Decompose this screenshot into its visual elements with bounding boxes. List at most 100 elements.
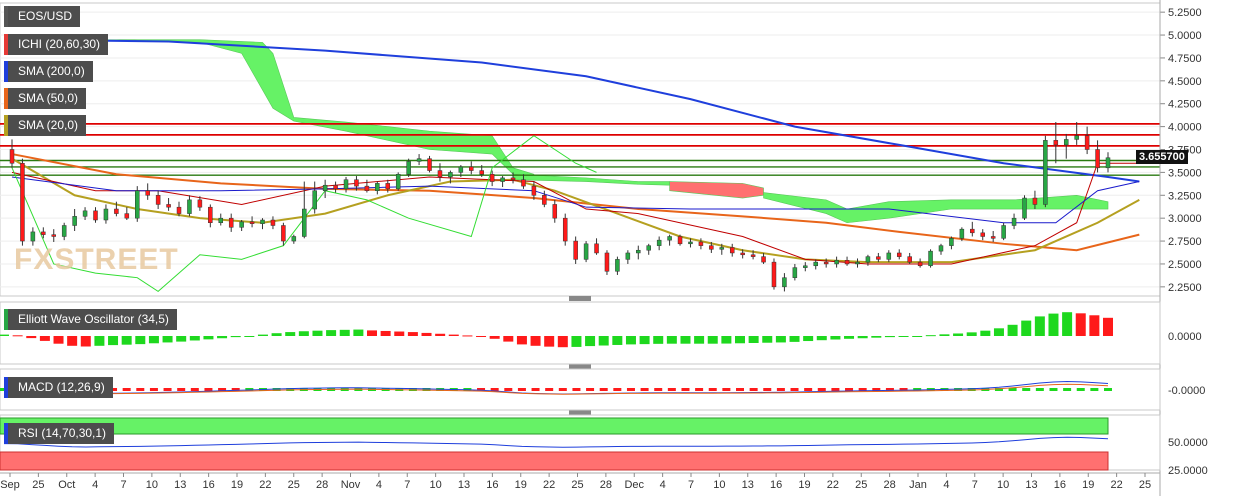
candle-body bbox=[625, 252, 631, 260]
ewo-bar bbox=[775, 336, 786, 343]
instrument-tag[interactable]: EOS/USD bbox=[4, 6, 81, 27]
candle-body bbox=[709, 245, 714, 250]
candle-body bbox=[552, 204, 558, 219]
macd-histogram-bar bbox=[122, 388, 131, 391]
candle-body bbox=[928, 250, 933, 267]
ichi-tag[interactable]: ICHI (20,60,30) bbox=[4, 34, 109, 55]
macd-histogram-bar bbox=[763, 388, 772, 391]
ewo-bar bbox=[803, 336, 814, 342]
price-tick-label: 4.2500 bbox=[1168, 99, 1202, 111]
candle bbox=[9, 139, 15, 168]
ewo-bar bbox=[421, 332, 432, 336]
candle-body bbox=[448, 172, 453, 178]
x-tick-label: Sep bbox=[0, 479, 20, 491]
candle bbox=[886, 250, 892, 263]
candle-body bbox=[1084, 135, 1090, 150]
fxstreet-logo: FXSTREET bbox=[14, 243, 179, 276]
candle-body bbox=[427, 158, 432, 171]
candle bbox=[719, 243, 725, 255]
ewo-bar bbox=[544, 336, 555, 347]
ewo-bar bbox=[148, 336, 159, 344]
candle-body bbox=[573, 240, 578, 260]
ewo-bar bbox=[612, 336, 623, 345]
candle-body bbox=[239, 221, 244, 228]
price-axis: 5.25005.00004.75004.50004.25004.00003.75… bbox=[569, 0, 1202, 496]
ewo-bar bbox=[80, 336, 91, 347]
x-tick-label: 28 bbox=[316, 479, 328, 491]
macd-histogram-bar bbox=[776, 388, 785, 391]
candle bbox=[688, 238, 693, 248]
candle-body bbox=[500, 177, 505, 182]
candle-body bbox=[458, 166, 464, 173]
sma20-tag[interactable]: SMA (20,0) bbox=[4, 115, 87, 136]
x-tick-label: Nov bbox=[341, 479, 361, 491]
ewo-bar bbox=[748, 336, 759, 343]
candle bbox=[677, 234, 683, 246]
candle bbox=[72, 209, 77, 231]
candle-body bbox=[61, 225, 67, 237]
candle bbox=[573, 236, 578, 264]
candle-body bbox=[1043, 140, 1048, 205]
candle-body bbox=[656, 239, 662, 246]
candle bbox=[583, 241, 589, 263]
candle bbox=[385, 179, 391, 193]
ewo-bar bbox=[257, 334, 268, 336]
ewo-bar bbox=[912, 336, 923, 337]
sma50-tag[interactable]: SMA (50,0) bbox=[4, 88, 87, 109]
x-tick-label: 10 bbox=[146, 479, 158, 491]
candle-body bbox=[865, 256, 871, 263]
candle bbox=[1095, 140, 1100, 173]
ewo-bar bbox=[1089, 315, 1100, 336]
ewo-bar bbox=[953, 333, 964, 336]
candle-body bbox=[343, 179, 349, 190]
candle bbox=[479, 165, 484, 177]
ewo-bar bbox=[407, 332, 418, 336]
rsi-oversold-zone bbox=[0, 451, 1109, 471]
sma20-line bbox=[11, 157, 1140, 264]
macd-tick-label: -0.0000 bbox=[1168, 385, 1205, 397]
rsi-panel: 50.0000 25.0000 bbox=[0, 414, 1208, 477]
candle bbox=[562, 213, 568, 246]
x-tick-label: 22 bbox=[259, 479, 271, 491]
x-tick-label: 13 bbox=[1025, 479, 1037, 491]
x-tick-label: 7 bbox=[688, 479, 694, 491]
candle bbox=[51, 229, 57, 242]
candle bbox=[1011, 213, 1017, 230]
candle bbox=[970, 221, 975, 237]
ewo-bar bbox=[939, 334, 950, 336]
candle-body bbox=[1063, 139, 1069, 146]
macd-tag[interactable]: MACD (12,26,9) bbox=[4, 377, 113, 398]
candle-body bbox=[281, 225, 286, 242]
candle-body bbox=[302, 208, 307, 237]
candle bbox=[166, 198, 171, 211]
sma200-tag[interactable]: SMA (200,0) bbox=[4, 61, 93, 82]
candle bbox=[1084, 126, 1090, 155]
candle bbox=[124, 207, 130, 221]
ewo-tag[interactable]: Elliott Wave Oscillator (34,5) bbox=[4, 309, 177, 330]
candle-body bbox=[82, 210, 88, 217]
candle bbox=[103, 204, 109, 224]
candle-body bbox=[135, 190, 140, 219]
rsi-tag[interactable]: RSI (14,70,30,1) bbox=[4, 423, 115, 444]
candle bbox=[656, 236, 662, 251]
ewo-bar bbox=[625, 336, 636, 345]
candle bbox=[302, 181, 307, 239]
candle-body bbox=[990, 236, 996, 239]
ewo-bar bbox=[367, 330, 377, 336]
candle bbox=[135, 186, 140, 222]
ewo-bar bbox=[830, 336, 841, 340]
candle bbox=[823, 258, 829, 268]
current-price-badge: 3.655700 bbox=[1136, 150, 1188, 164]
ewo-bar bbox=[489, 336, 500, 339]
macd-histogram-bar bbox=[708, 388, 717, 391]
ewo-bar bbox=[217, 336, 228, 339]
x-tick-label: 4 bbox=[943, 479, 949, 491]
macd-histogram-bar bbox=[1008, 388, 1017, 391]
ewo-bar bbox=[121, 336, 132, 345]
candle-body bbox=[761, 256, 766, 263]
x-tick-label: 13 bbox=[458, 479, 470, 491]
candle bbox=[907, 252, 912, 264]
candle bbox=[803, 262, 808, 272]
ewo-bar bbox=[203, 336, 214, 340]
